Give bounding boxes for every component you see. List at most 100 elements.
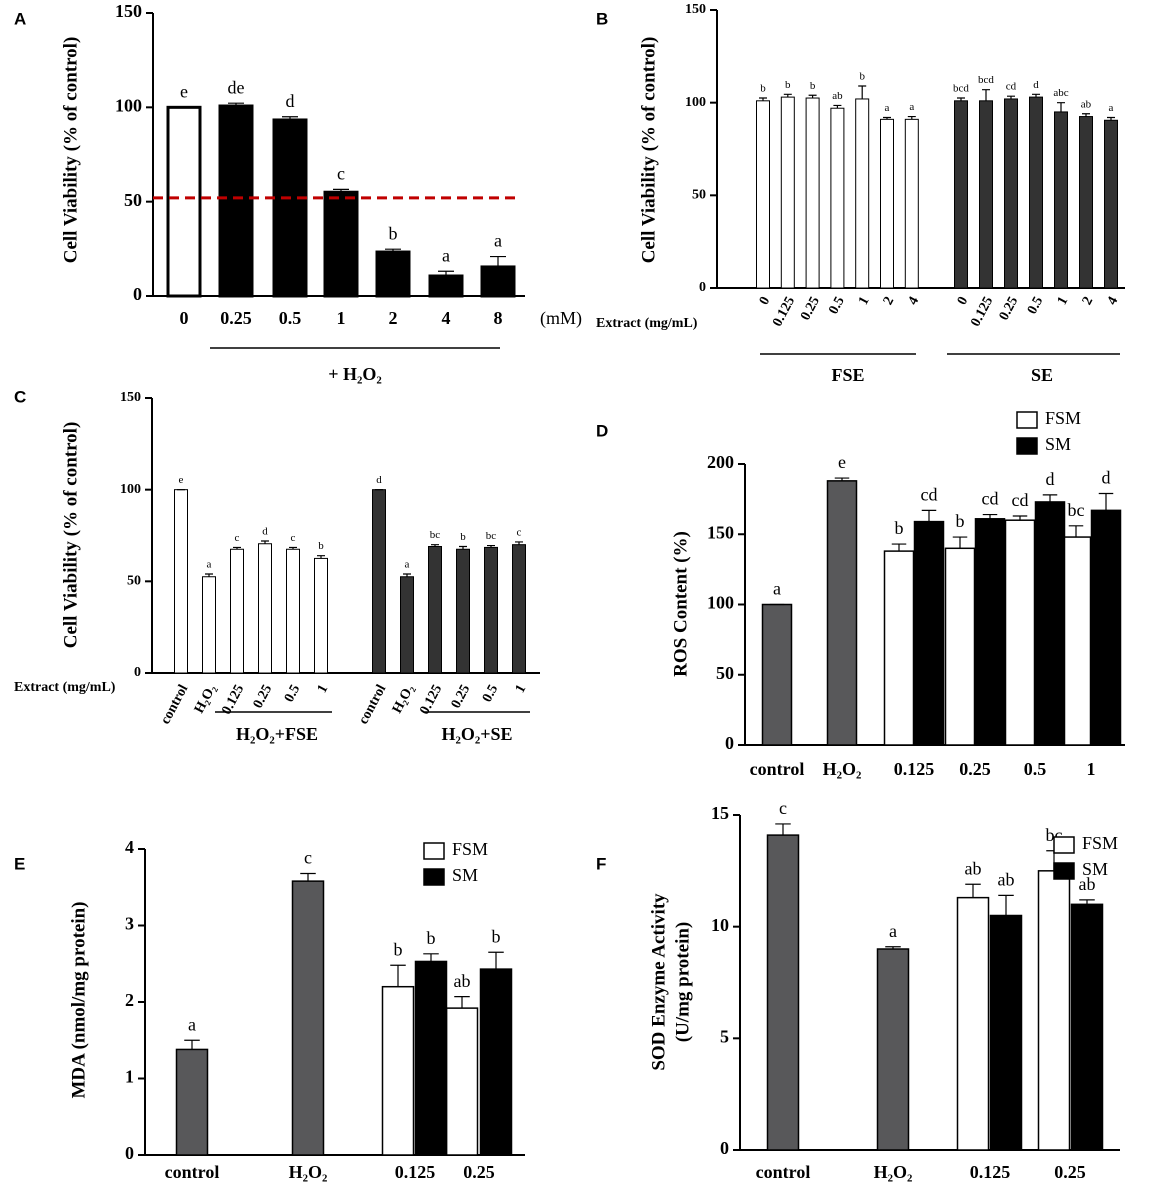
- y-axis-label: SOD Enzyme Activity: [648, 893, 669, 1071]
- x-tick-label: 1: [1087, 759, 1096, 779]
- significance-letter: bcd: [978, 74, 994, 86]
- bar: [314, 557, 328, 674]
- bar: [175, 1048, 209, 1156]
- bar: [484, 546, 498, 674]
- significance-letter: a: [442, 245, 450, 265]
- bar: [400, 576, 414, 674]
- significance-letter: c: [291, 532, 296, 544]
- error-bar: [1012, 515, 1028, 521]
- bar: [876, 948, 910, 1151]
- bar: [202, 576, 216, 674]
- y-axis-label: Cell Viability (% of control): [60, 37, 81, 264]
- y-tick-label: 100: [707, 593, 734, 613]
- bar: [286, 548, 300, 674]
- x-tick-label: 8: [494, 308, 503, 328]
- bar: [218, 104, 254, 298]
- error-bar: [965, 883, 981, 898]
- bar: [830, 107, 845, 289]
- y-tick-label: 0: [725, 733, 734, 753]
- panel-letter: F: [596, 854, 606, 873]
- y-tick-label: 4: [125, 837, 134, 857]
- group-label: SE: [1031, 365, 1053, 385]
- error-bar: [205, 573, 213, 577]
- significance-letter: a: [494, 231, 502, 251]
- x-tick-label: 1: [513, 682, 530, 695]
- x-tick-label: 1: [1055, 294, 1072, 307]
- x-tick-label: 1: [856, 294, 873, 307]
- bar: [323, 190, 359, 298]
- x-tick-label: 0.5: [1025, 294, 1046, 316]
- significance-letter: de: [228, 77, 245, 97]
- bar: [512, 544, 526, 674]
- x-tick-label: 2: [1080, 294, 1097, 307]
- bar: [1029, 96, 1043, 289]
- error-bar: [390, 964, 406, 987]
- error-bar: [982, 89, 990, 101]
- significance-letter: c: [779, 798, 787, 818]
- bar: [826, 480, 858, 746]
- bar: [272, 118, 308, 298]
- error-bar: [515, 541, 523, 545]
- significance-letter: bc: [430, 529, 441, 541]
- significance-letter: b: [394, 939, 403, 959]
- x-tick-label: 2: [881, 294, 898, 307]
- legend-label: FSM: [1082, 833, 1118, 853]
- x-axis-label: Extract (mg/mL): [596, 316, 698, 331]
- error-bar: [957, 97, 965, 101]
- x-tick-label: 1: [337, 308, 346, 328]
- error-bar: [998, 894, 1014, 916]
- bar: [479, 968, 513, 1156]
- group-label: + H₂O₂: [328, 364, 382, 384]
- significance-letter: b: [760, 83, 766, 95]
- legend-label: FSM: [452, 839, 488, 859]
- y-tick-label: 150: [685, 2, 706, 17]
- bar: [1079, 116, 1093, 289]
- error-bar: [1057, 102, 1065, 112]
- significance-letter: b: [427, 928, 436, 948]
- bar: [1004, 98, 1018, 289]
- error-bar: [282, 116, 298, 120]
- x-tick-label: 0.5: [480, 682, 501, 704]
- error-bar: [775, 823, 791, 836]
- error-bar: [833, 104, 842, 109]
- error-bar: [459, 545, 467, 550]
- bar: [761, 603, 793, 746]
- bar: [904, 118, 919, 289]
- significance-letter: a: [885, 102, 890, 114]
- x-tick-label: 0: [757, 294, 774, 307]
- x-tick-label: 0: [955, 294, 972, 307]
- error-bar: [385, 248, 401, 253]
- error-bar: [487, 544, 495, 548]
- error-bar: [858, 85, 867, 99]
- error-bar: [907, 115, 916, 120]
- significance-letter: ab: [1081, 98, 1092, 110]
- error-bar: [1068, 525, 1084, 538]
- error-bar: [300, 872, 316, 882]
- bar: [989, 914, 1023, 1151]
- y-axis-label: MDA (nmol/mg protein): [68, 901, 89, 1098]
- error-bar: [184, 1039, 200, 1050]
- group-label: H₂O₂+FSE: [236, 724, 318, 744]
- x-tick-label: 0.25: [449, 682, 474, 711]
- significance-letter: c: [235, 532, 240, 544]
- y-axis-label: Cell Viability (% of control): [638, 37, 659, 264]
- bar: [1054, 111, 1068, 289]
- error-bar: [759, 97, 767, 101]
- bar: [956, 896, 990, 1151]
- bar: [756, 100, 770, 289]
- error-bar: [289, 546, 297, 550]
- significance-letter: e: [180, 81, 188, 101]
- x-tick-label: 0.25: [251, 682, 276, 711]
- bar: [855, 98, 870, 289]
- significance-letter: d: [1102, 468, 1111, 488]
- x-tick-label: control: [750, 759, 805, 779]
- significance-letter: c: [517, 526, 522, 538]
- error-bar: [317, 555, 325, 559]
- bar: [1090, 509, 1122, 746]
- significance-letter: ab: [998, 870, 1015, 890]
- y-tick-label: 150: [120, 390, 141, 405]
- legend-swatch: [1016, 411, 1038, 429]
- x-unit: (mM): [540, 308, 582, 329]
- significance-letter: b: [460, 531, 466, 543]
- bar: [780, 96, 795, 289]
